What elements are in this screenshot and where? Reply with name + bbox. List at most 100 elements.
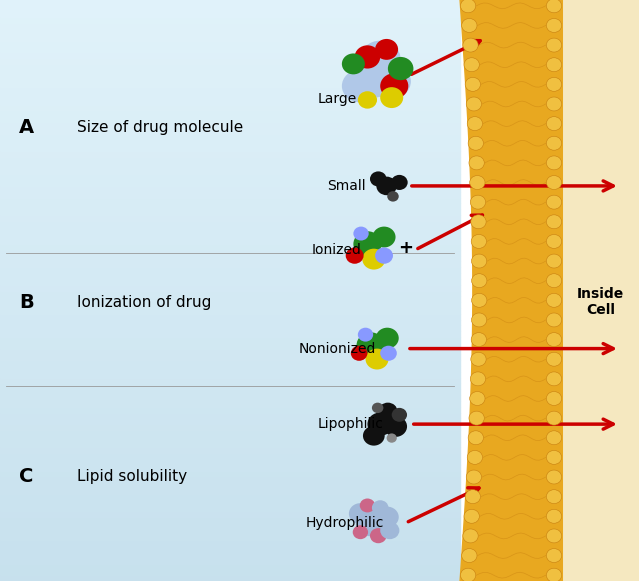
Bar [0, 296, 460, 302]
Bar [0, 459, 460, 465]
Bar [0, 134, 460, 139]
Circle shape [353, 525, 368, 539]
Bar [0, 453, 460, 459]
Bar [0, 87, 460, 93]
Circle shape [546, 352, 562, 366]
Circle shape [546, 470, 562, 484]
Circle shape [355, 45, 380, 69]
Circle shape [464, 58, 479, 71]
Circle shape [380, 522, 399, 539]
Circle shape [546, 19, 562, 33]
Bar [0, 401, 460, 407]
Bar [0, 418, 460, 424]
Circle shape [468, 431, 484, 444]
Circle shape [375, 39, 398, 60]
Circle shape [464, 510, 479, 523]
Bar [0, 128, 460, 134]
Bar [0, 232, 460, 238]
Circle shape [546, 293, 562, 307]
Text: A: A [19, 119, 35, 137]
Circle shape [465, 490, 481, 504]
Bar [0, 505, 460, 511]
Bar [0, 122, 460, 128]
Circle shape [546, 568, 562, 581]
Circle shape [546, 215, 562, 229]
Text: +: + [398, 239, 413, 257]
Bar [0, 256, 460, 261]
Bar [0, 81, 460, 87]
Bar [0, 52, 460, 58]
Bar [0, 378, 460, 383]
Circle shape [358, 328, 373, 342]
Bar [0, 529, 460, 535]
Circle shape [546, 195, 562, 209]
Bar [0, 552, 460, 558]
Circle shape [546, 254, 562, 268]
Bar [0, 116, 460, 122]
Circle shape [353, 231, 381, 257]
Circle shape [376, 177, 397, 195]
Circle shape [461, 548, 477, 562]
Bar [0, 407, 460, 413]
Circle shape [388, 57, 413, 80]
Text: B: B [19, 293, 34, 311]
Circle shape [370, 528, 387, 543]
Bar [0, 139, 460, 145]
Circle shape [546, 156, 562, 170]
Bar [0, 447, 460, 453]
Bar [0, 511, 460, 517]
Bar [0, 285, 460, 290]
Circle shape [360, 41, 401, 78]
Circle shape [467, 117, 482, 131]
Bar [0, 29, 460, 35]
Circle shape [387, 433, 397, 443]
Circle shape [366, 349, 389, 370]
Bar [0, 35, 460, 41]
Bar [0, 354, 460, 360]
Bar [0, 372, 460, 378]
Bar [0, 500, 460, 505]
Circle shape [546, 548, 562, 562]
Circle shape [376, 507, 399, 528]
Bar [0, 145, 460, 151]
Bar [0, 17, 460, 23]
Circle shape [471, 352, 486, 366]
Text: Ionization of drug: Ionization of drug [77, 295, 211, 310]
Circle shape [463, 529, 478, 543]
Bar [0, 366, 460, 372]
Bar [0, 476, 460, 482]
Circle shape [546, 490, 562, 504]
Bar [0, 349, 460, 354]
Circle shape [471, 235, 486, 249]
Bar [0, 209, 460, 215]
Bar [0, 314, 460, 320]
Bar [0, 337, 460, 343]
Bar [0, 360, 460, 366]
Bar [0, 273, 460, 279]
Circle shape [546, 431, 562, 444]
Circle shape [378, 403, 397, 420]
Circle shape [380, 87, 403, 108]
Text: Ionized: Ionized [311, 243, 361, 257]
Bar [0, 482, 460, 488]
Polygon shape [460, 0, 562, 581]
Circle shape [370, 171, 387, 187]
Circle shape [546, 58, 562, 71]
Bar [0, 395, 460, 401]
Bar [0, 227, 460, 232]
Bar [0, 465, 460, 471]
Bar [0, 203, 460, 209]
Bar [0, 238, 460, 244]
Bar [0, 320, 460, 325]
Circle shape [468, 137, 484, 150]
Circle shape [372, 500, 389, 515]
Circle shape [469, 156, 484, 170]
Circle shape [461, 19, 477, 33]
Circle shape [346, 248, 364, 264]
Bar [0, 76, 460, 81]
Bar [0, 180, 460, 186]
Circle shape [546, 411, 562, 425]
Text: Nonionized: Nonionized [298, 342, 376, 356]
Text: Inside
Cell: Inside Cell [577, 287, 624, 317]
Circle shape [546, 97, 562, 111]
